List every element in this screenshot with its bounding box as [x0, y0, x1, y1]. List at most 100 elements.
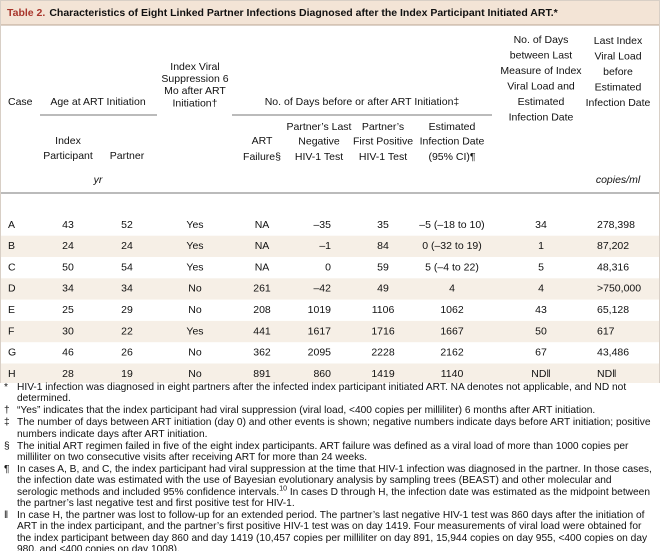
footnote-symbol: §	[4, 440, 10, 452]
table-cell: 617	[597, 325, 615, 337]
table-cell: 4	[538, 283, 544, 295]
header-text: Failure§	[243, 151, 281, 163]
header-text: Case	[8, 96, 33, 108]
table-cell: D	[8, 283, 16, 295]
header-text: Age at ART Initiation	[50, 96, 146, 108]
table-cell: 46	[62, 347, 74, 359]
table-cell: 261	[253, 283, 271, 295]
table-cell: 50	[62, 261, 74, 273]
header-text: Last Index	[594, 35, 643, 47]
table-cell: 1	[538, 240, 544, 252]
footnote-text: The number of days between ART initiatio…	[17, 417, 652, 440]
table-cell: 1019	[308, 304, 332, 316]
table-cell: –1	[319, 240, 331, 252]
table-cell: 34	[535, 219, 547, 231]
table-cell: ND‖	[597, 368, 617, 380]
header-text: Index	[55, 135, 81, 147]
header-text: Infection Date	[420, 135, 485, 147]
table-cell: 860	[313, 368, 331, 380]
header-text: Viral Load and	[507, 80, 575, 92]
table-cell: 362	[253, 347, 271, 359]
table-cell: 1667	[440, 325, 464, 337]
table-cell: 29	[121, 304, 133, 316]
header-text: Infection Date	[586, 97, 651, 109]
table-cell: 24	[121, 240, 133, 252]
footnote-text: The initial ART regimen failed in five o…	[17, 440, 629, 463]
footnote-symbol: ‡	[4, 417, 10, 429]
footnote-text: “Yes” indicates that the index participa…	[17, 405, 596, 417]
table-cell: 87,202	[597, 240, 629, 252]
row-stripe	[1, 235, 659, 257]
header-text: Negative	[298, 135, 340, 147]
table-cell: 1140	[441, 368, 464, 380]
table-cell: –5 (–18 to 10)	[419, 219, 484, 231]
footnote: ‖ In case H, the partner was lost to foll…	[4, 510, 652, 551]
table-cell: B	[8, 240, 15, 252]
table-cell: No	[188, 368, 202, 380]
table-cell: No	[188, 283, 202, 295]
title-text: Characteristics of Eight Linked Partner …	[49, 7, 558, 19]
footnote-symbol: ¶	[4, 463, 10, 475]
table-cell: 5	[538, 261, 544, 273]
table-cell: ND‖	[531, 368, 551, 380]
table-cell: 0 (–32 to 19)	[422, 240, 482, 252]
table-cell: 1062	[440, 304, 464, 316]
table-cell: 84	[377, 240, 389, 252]
title-bar	[1, 1, 659, 25]
table-cell: 43	[62, 219, 74, 231]
table-cell: 67	[535, 347, 547, 359]
table-cell: >750,000	[597, 283, 641, 295]
table-cell: 208	[253, 304, 271, 316]
table-cell: 24	[62, 240, 74, 252]
header-text: First Positive	[353, 135, 413, 147]
footnote-symbol: ‖	[4, 509, 9, 521]
footnote-text: HIV-1 infection was diagnosed in eight p…	[17, 382, 627, 405]
table-cell: 1419	[371, 368, 395, 380]
footnote-text: In cases A, B, and C, the index particip…	[17, 463, 652, 498]
header-text: HIV-1 Test	[359, 151, 407, 163]
footnote-text: The number of days between ART initiatio…	[17, 417, 651, 440]
footnote: § The initial ART regimen failed in five …	[4, 441, 652, 464]
footnote-ref: 10	[279, 485, 288, 493]
table-cell: H	[8, 368, 16, 380]
table-cell: 441	[253, 325, 271, 337]
header-text: No. of Days before or after ART Initiati…	[265, 96, 460, 108]
header-text: before	[603, 66, 633, 78]
footnote-symbol: †	[4, 405, 10, 417]
header-text: between Last	[510, 49, 573, 61]
footnote: † “Yes” indicates that the index particip…	[4, 405, 652, 416]
header-text: Estimated	[518, 96, 565, 108]
table-cell: 50	[535, 325, 547, 337]
table-cell: Yes	[186, 261, 203, 273]
footnote-text: “Yes” indicates that the index participa…	[17, 405, 595, 416]
footnote: ¶ In cases A, B, and C, the index partici…	[4, 464, 652, 510]
row-stripe	[1, 278, 659, 300]
header-text: Estimated	[429, 121, 476, 133]
table-cell: No	[188, 347, 202, 359]
footnote-text: The initial ART regimen failed in five o…	[17, 441, 652, 464]
header-text: Viral Load	[594, 50, 641, 62]
header-text: Initiation†	[173, 97, 218, 109]
table-cell: E	[8, 304, 15, 316]
header-text: Index Viral	[170, 61, 219, 73]
table-cell: 65,128	[597, 304, 629, 316]
table-cell: 30	[62, 325, 74, 337]
footnote-text: HIV-1 infection was diagnosed in eight p…	[17, 382, 652, 405]
table-cell: 1716	[371, 325, 395, 337]
header-text: (95% CI)¶	[428, 151, 475, 163]
row-stripe	[1, 363, 659, 383]
header-text: No. of Days	[514, 34, 569, 46]
table-cell: 19	[121, 368, 133, 380]
row-stripe	[1, 320, 659, 343]
table-cell: 2162	[440, 347, 464, 359]
table-cell: 1617	[308, 325, 332, 337]
footnote: ‡ The number of days between ART initiati…	[4, 417, 652, 440]
header-text: ART	[252, 135, 273, 147]
table-cell: 59	[377, 261, 389, 273]
footnote-text: In cases D through H, the infection date…	[17, 486, 651, 510]
table-cell: 35	[377, 219, 389, 231]
table: Table 2. Characteristics of Eight Linked …	[0, 0, 660, 383]
unit: yr	[93, 174, 103, 186]
table-label: Table 2.	[7, 7, 45, 19]
